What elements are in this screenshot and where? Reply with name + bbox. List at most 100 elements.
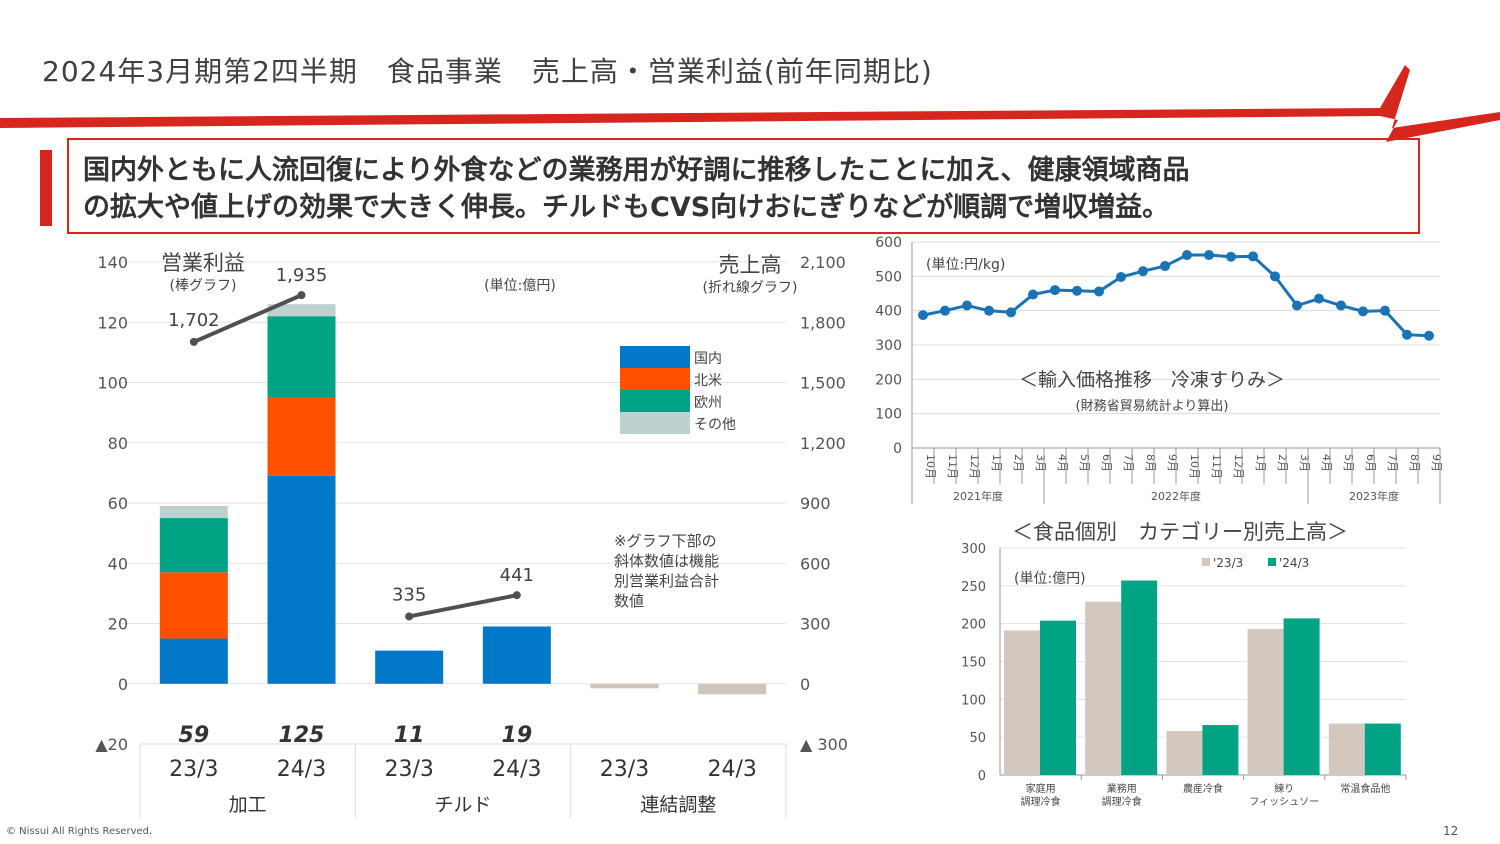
x-axis-tick: 8月 xyxy=(1144,454,1157,472)
x-axis-tick: 7月 xyxy=(1122,454,1135,472)
summary-line-2: の拡大や値上げの効果で大きく伸長。チルドもCVS向けおにぎりなどが順調で増収増益… xyxy=(83,192,1170,223)
right-axis-subtitle: (折れ線グラフ) xyxy=(703,280,798,296)
y-axis-tick: 0 xyxy=(978,769,986,784)
left-axis-subtitle: (棒グラフ) xyxy=(170,278,237,294)
x-axis-tick: 8月 xyxy=(1408,454,1421,472)
copyright: © Nissui All Rights Reserved. xyxy=(6,826,153,837)
period-label: 24/3 xyxy=(707,757,756,782)
price-point xyxy=(1160,261,1170,272)
right-axis-tick: 900 xyxy=(800,494,831,513)
price-point xyxy=(962,300,972,311)
bar-'23/3 xyxy=(1085,601,1122,775)
left-axis-tick: 80 xyxy=(108,434,128,453)
bar-'24/3 xyxy=(1364,723,1401,775)
x-axis-tick: 12月 xyxy=(1232,454,1245,479)
bar-国内 xyxy=(375,650,444,684)
period-label: 23/3 xyxy=(600,757,649,782)
x-axis-tick: 10月 xyxy=(924,454,937,479)
segment-profit-sales-chart: ▲20 0 20 40 60 80 100 120 140 ▲ 300 0 300 600 900 1,20… xyxy=(95,251,848,818)
y-axis-tick: 100 xyxy=(875,407,902,423)
bar-'24/3 xyxy=(1121,580,1158,775)
price-point xyxy=(1138,266,1148,277)
price-point xyxy=(1072,285,1082,296)
legend-swatch xyxy=(1268,558,1276,566)
price-point xyxy=(1336,300,1346,311)
x-axis-tick: 1月 xyxy=(1254,454,1267,472)
price-point xyxy=(1050,285,1060,296)
legend-swatch xyxy=(620,346,690,368)
unit-label: (単位:億円) xyxy=(484,278,556,294)
price-point xyxy=(940,305,950,316)
bar-欧州 xyxy=(267,316,336,398)
x-axis-tick: 5月 xyxy=(1342,454,1355,472)
category-label: 家庭用 xyxy=(1026,782,1056,795)
x-axis-tick: 10月 xyxy=(1188,454,1201,479)
price-point xyxy=(1028,289,1038,300)
x-axis-tick: 11月 xyxy=(1210,454,1223,479)
chart-title: ＜輸入価格推移 冷凍すりみ＞ xyxy=(1019,369,1285,391)
x-axis-tick: 1月 xyxy=(990,454,1003,472)
x-axis-tick: 9月 xyxy=(1166,454,1179,472)
footnote-line: 数値 xyxy=(614,592,644,610)
price-point xyxy=(1094,286,1104,297)
category-label: フィッシュソー xyxy=(1249,797,1319,808)
year-label: 2021年度 xyxy=(953,489,1003,503)
bar-adjustment xyxy=(590,683,659,689)
bar-国内 xyxy=(267,475,336,684)
y-axis-tick: 50 xyxy=(969,731,986,746)
legend-label: '24/3 xyxy=(1279,556,1309,570)
sales-point xyxy=(297,291,306,300)
y-axis-tick: 400 xyxy=(875,304,902,320)
chart-title: ＜食品個別 カテゴリー別売上高＞ xyxy=(1012,520,1348,544)
x-axis-tick: 6月 xyxy=(1364,454,1377,472)
x-axis-tick: 4月 xyxy=(1056,454,1069,472)
price-point xyxy=(1226,251,1236,262)
sales-label: 441 xyxy=(500,565,534,586)
price-point xyxy=(1006,307,1016,318)
category-label: 調理冷食 xyxy=(1102,795,1142,808)
x-axis-tick: 2月 xyxy=(1012,454,1025,472)
bar-'24/3 xyxy=(1283,618,1320,775)
price-point xyxy=(1402,329,1412,340)
left-axis-tick: 140 xyxy=(97,253,128,272)
sales-point xyxy=(405,612,414,621)
legend-label: '23/3 xyxy=(1213,556,1243,570)
accent-bar xyxy=(40,150,52,226)
left-axis-tick: 60 xyxy=(108,494,128,513)
sales-line xyxy=(408,593,518,619)
legend-label: 国内 xyxy=(694,351,722,367)
year-label: 2022年度 xyxy=(1151,489,1201,503)
left-axis-tick: 0 xyxy=(118,675,128,694)
bar-'24/3 xyxy=(1202,725,1239,775)
category-label: 業務用 xyxy=(1107,782,1137,795)
legend-label: 欧州 xyxy=(694,395,722,411)
x-axis-tick: 3月 xyxy=(1298,454,1311,472)
y-axis-tick: 0 xyxy=(893,441,902,457)
left-axis-tick: 40 xyxy=(108,554,128,573)
price-point xyxy=(1358,306,1368,317)
legend-swatch xyxy=(620,390,690,412)
y-axis-tick: 500 xyxy=(875,269,902,285)
x-axis-tick: 3月 xyxy=(1034,454,1047,472)
period-label: 23/3 xyxy=(169,757,218,782)
bar-'23/3 xyxy=(1004,630,1040,775)
y-axis-tick: 200 xyxy=(875,372,902,388)
y-axis-tick: 150 xyxy=(961,656,986,671)
price-point xyxy=(918,310,928,321)
right-axis-tick: 300 xyxy=(800,615,831,634)
surimi-import-price-chart: 0 100 200 300 400 500 600 10月 11月 12月 1月 2月 3月 4月 5月 6月… xyxy=(875,235,1443,504)
unit-label: (単位:億円) xyxy=(1014,571,1086,587)
price-point xyxy=(984,305,994,316)
left-axis-tick: 120 xyxy=(97,313,128,332)
y-axis-tick: 100 xyxy=(961,693,986,708)
right-axis-tick: ▲ 300 xyxy=(800,735,848,754)
bar-'24/3 xyxy=(1040,620,1076,775)
bar-その他 xyxy=(159,506,228,519)
category-label: 練り xyxy=(1274,782,1294,795)
x-axis-tick: 9月 xyxy=(1430,454,1443,472)
bar-'23/3 xyxy=(1166,731,1203,775)
bar-北米 xyxy=(159,572,228,639)
legend-swatch xyxy=(620,368,690,390)
bar-adjustment xyxy=(698,683,767,695)
